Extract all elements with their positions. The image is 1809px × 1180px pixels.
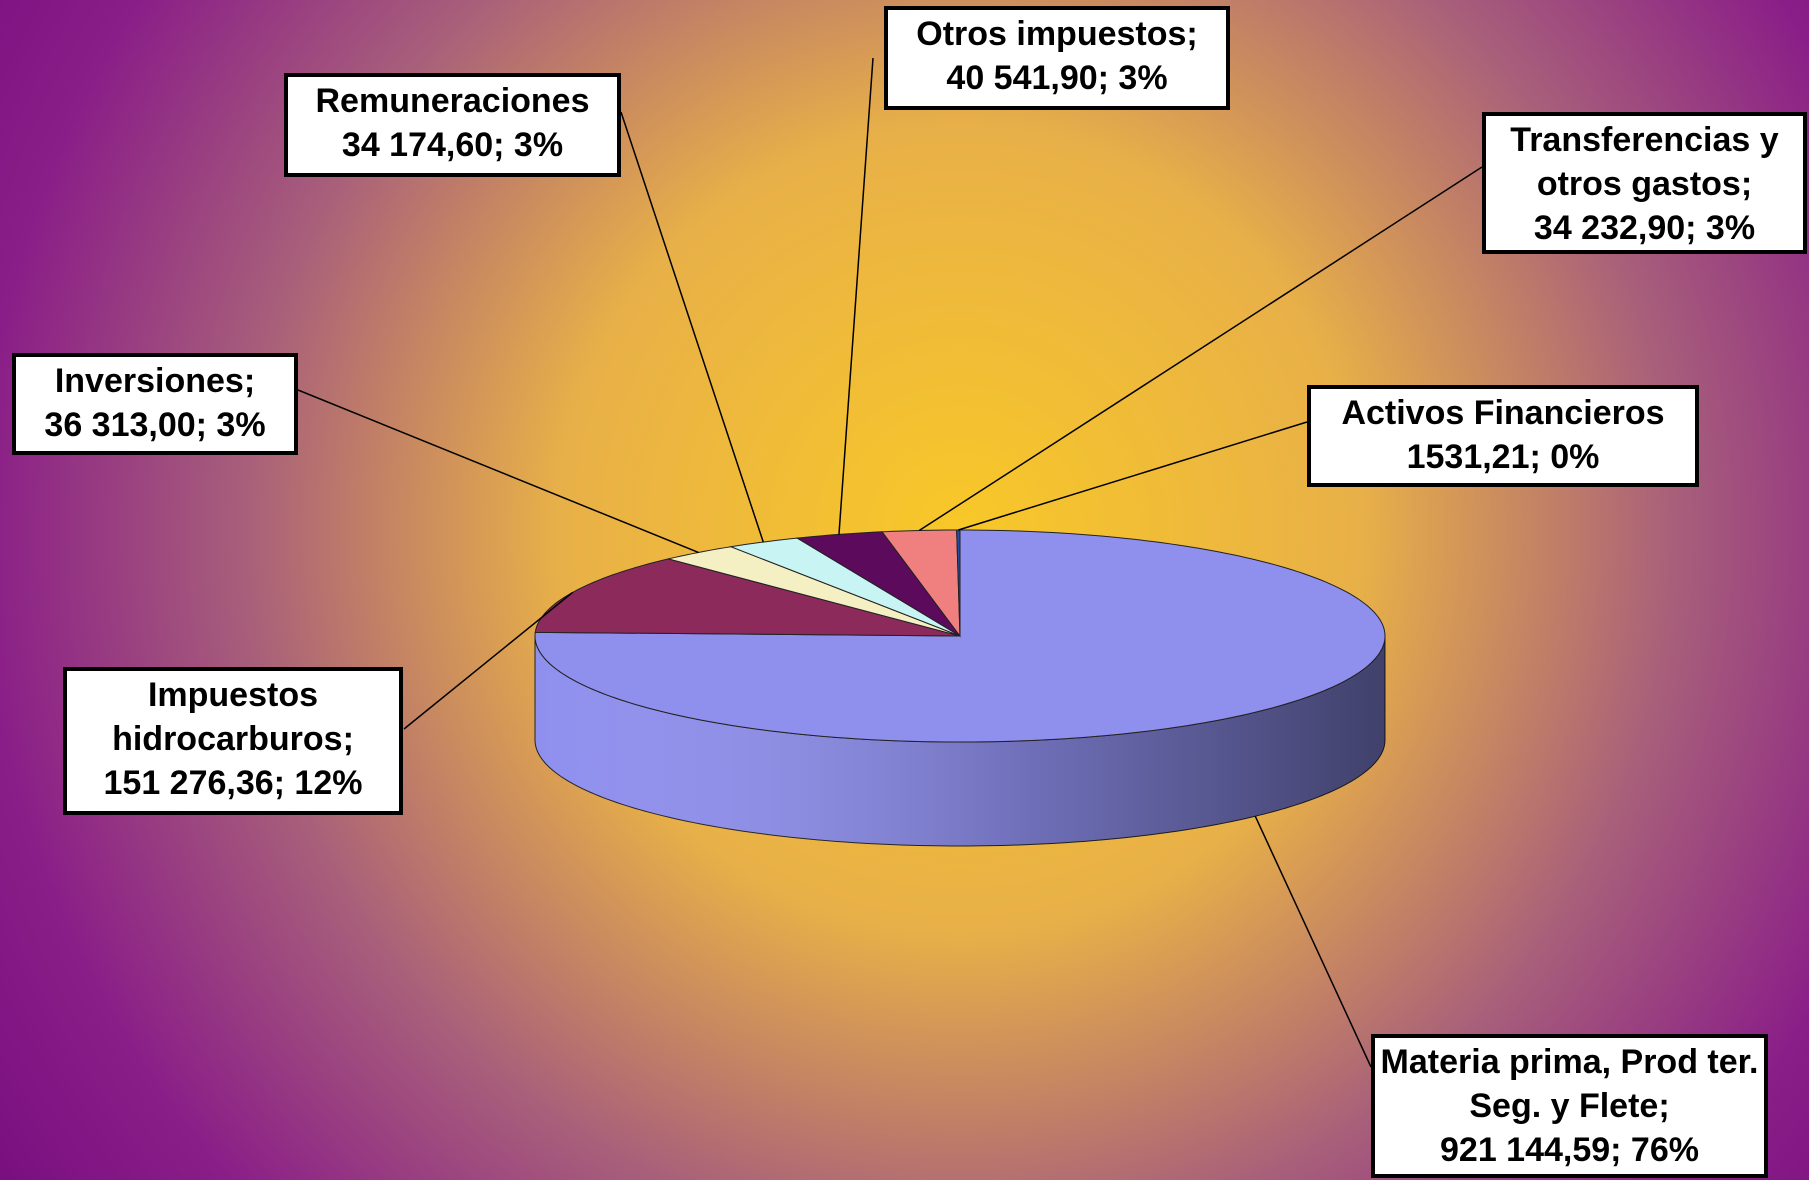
- data-label: Impuestos hidrocarburos; 151 276,36; 12%: [63, 667, 403, 815]
- leader-line: [958, 421, 1308, 531]
- leader-line: [403, 591, 574, 730]
- pie-slice: [795, 531, 961, 637]
- data-label: Remuneraciones 34 174,60; 3%: [284, 73, 621, 177]
- leader-line: [1254, 815, 1372, 1068]
- category-label: Activos Financieros: [1341, 394, 1665, 432]
- leader-line: [297, 389, 699, 554]
- pie-slice: [534, 558, 961, 637]
- value-label: 1531,21; 0%: [1406, 438, 1600, 476]
- category-label: Impuestos hidrocarburos;: [112, 676, 354, 758]
- data-label: Otros impuestos; 40 541,90; 3%: [884, 6, 1230, 110]
- leader-line: [838, 57, 874, 535]
- category-label: Otros impuestos;: [916, 15, 1198, 53]
- category-label: Materia prima, Prod ter. Seg. y Flete;: [1380, 1043, 1759, 1125]
- data-label: Materia prima, Prod ter. Seg. y Flete; 92…: [1371, 1034, 1768, 1178]
- data-label: Activos Financieros 1531,21; 0%: [1307, 385, 1699, 487]
- pie-slice: [956, 529, 961, 637]
- pie: [534, 529, 1386, 847]
- value-label: 40 541,90; 3%: [946, 59, 1168, 97]
- leader-line: [620, 111, 764, 543]
- category-label: Transferencias y otros gastos;: [1510, 121, 1779, 203]
- value-label: 34 232,90; 3%: [1533, 209, 1756, 247]
- value-label: 151 276,36; 12%: [103, 764, 363, 802]
- data-label: Transferencias y otros gastos; 34 232,90;…: [1482, 112, 1807, 254]
- data-label: Inversiones; 36 313,00; 3%: [12, 353, 298, 455]
- category-label: Remuneraciones: [315, 82, 590, 120]
- value-label: 36 313,00; 3%: [44, 406, 266, 444]
- value-label: 34 174,60; 3%: [341, 126, 564, 164]
- category-label: Inversiones;: [54, 362, 256, 400]
- leader-line: [918, 166, 1483, 532]
- value-label: 921 144,59; 76%: [1440, 1131, 1699, 1169]
- pie-slice: [728, 537, 961, 637]
